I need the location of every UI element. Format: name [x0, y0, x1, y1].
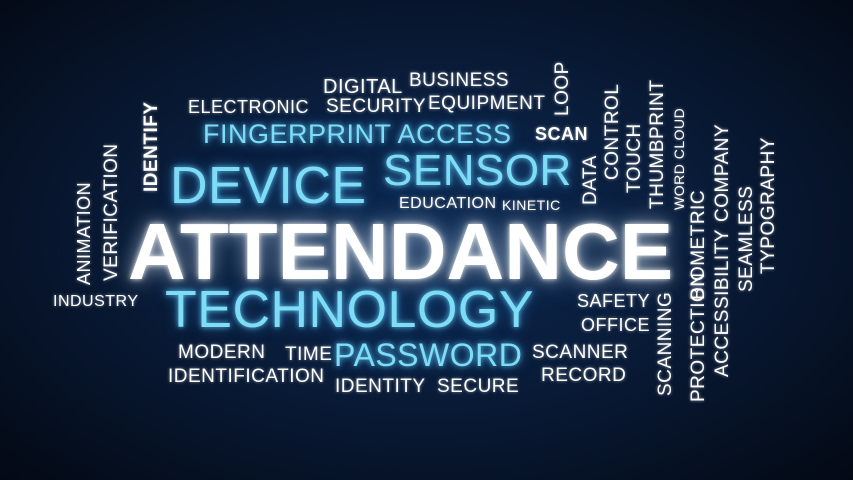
word-security: SECURITY	[326, 96, 427, 117]
word-animation: ANIMATION	[74, 181, 94, 285]
word-touch: TOUCH	[624, 123, 645, 193]
word-record: RECORD	[541, 365, 627, 386]
word-loop: LOOP	[552, 61, 573, 116]
word-identification: IDENTIFICATION	[168, 366, 325, 387]
word-company: COMPANY	[712, 123, 733, 222]
word-control: CONTROL	[602, 83, 623, 180]
word-seamless: SEAMLESS	[736, 185, 757, 292]
word-typography: TYPOGRAPHY	[758, 137, 779, 274]
word-safety: SAFETY	[577, 291, 651, 311]
word-fingerprint-access: FINGERPRINT ACCESS	[203, 119, 512, 149]
word-word-cloud: WORD CLOUD	[671, 107, 687, 210]
word-kinetic: KINETIC	[502, 197, 561, 213]
word-scanning: SCANNING	[655, 291, 676, 396]
word-digital: DIGITAL	[323, 76, 403, 98]
word-thumbprint: THUMBPRINT	[647, 79, 668, 209]
word-equipment: EQUIPMENT	[428, 93, 546, 114]
word-sensor: SENSOR	[383, 146, 572, 195]
word-accessibility: ACCESSIBILITY	[712, 229, 733, 377]
word-device: DEVICE	[170, 157, 367, 215]
word-secure: SECURE	[437, 376, 520, 397]
word-office: OFFICE	[581, 315, 650, 335]
word-protection: PROTECTION	[688, 272, 709, 402]
word-education: EDUCATION	[399, 195, 497, 212]
word-technology: TECHNOLOGY	[165, 281, 535, 339]
word-identity: IDENTITY	[335, 376, 426, 397]
word-modern: MODERN	[178, 342, 266, 363]
word-attendance: ATTENDANCE	[128, 207, 674, 296]
word-data: DATA	[580, 155, 601, 205]
word-identify: IDENTIFY	[141, 101, 162, 192]
word-electronic: ELECTRONIC	[188, 97, 310, 117]
word-verification: VERIFICATION	[101, 143, 122, 281]
word-industry: INDUSTRY	[53, 293, 139, 310]
word-password: PASSWORD	[334, 337, 523, 373]
word-business: BUSINESS	[409, 70, 510, 91]
word-time: TIME	[285, 344, 333, 365]
word-scanner: SCANNER	[532, 342, 629, 363]
word-scan: SCAN	[535, 124, 589, 144]
